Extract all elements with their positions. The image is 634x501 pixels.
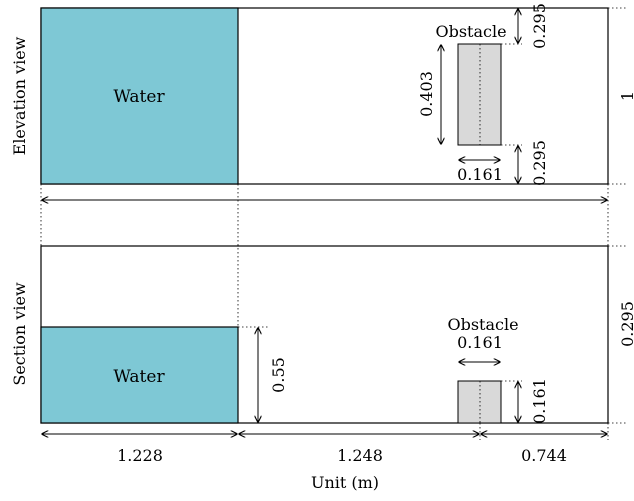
section-obstacle-width-label: 0.161 (457, 333, 503, 352)
section-water-depth-label: 0.55 (269, 357, 288, 393)
section-water-label: Water (113, 367, 165, 387)
bottom-seg1-label: 1.228 (117, 446, 163, 465)
section-view-label: Section view (10, 282, 29, 386)
bottom-dimensions: 1.228 1.248 0.744 (42, 423, 609, 465)
elevation-obstacle-width-label: 0.161 (457, 165, 503, 184)
elevation-water (40, 7, 239, 185)
section-obstacle (457, 380, 502, 424)
bottom-seg3-label: 0.744 (521, 446, 567, 465)
elevation-obstacle (457, 43, 502, 146)
elevation-width-label: 1 (618, 91, 634, 101)
elevation-top-gap-label: 0.295 (530, 3, 549, 49)
bottom-seg2-label: 1.248 (337, 446, 383, 465)
elevation-bottom-gap-label: 0.295 (530, 140, 549, 186)
section-height-label: 0.295 (618, 301, 634, 347)
elevation-obstacle-length-label: 0.403 (417, 71, 436, 117)
section-obstacle-height-label: 0.161 (530, 378, 549, 424)
elevation-water-label: Water (113, 87, 165, 107)
section-water (40, 326, 239, 424)
elevation-view-label: Elevation view (10, 36, 29, 155)
section-view: Water 0.55 Obstacle 0.161 0.161 0.295 Se… (10, 245, 634, 424)
section-obstacle-label: Obstacle (447, 315, 518, 334)
unit-label: Unit (m) (311, 473, 379, 492)
elevation-obstacle-label: Obstacle (435, 22, 506, 41)
elevation-view: Water Obstacle 0.295 0.403 0.295 0.161 1… (10, 3, 634, 186)
